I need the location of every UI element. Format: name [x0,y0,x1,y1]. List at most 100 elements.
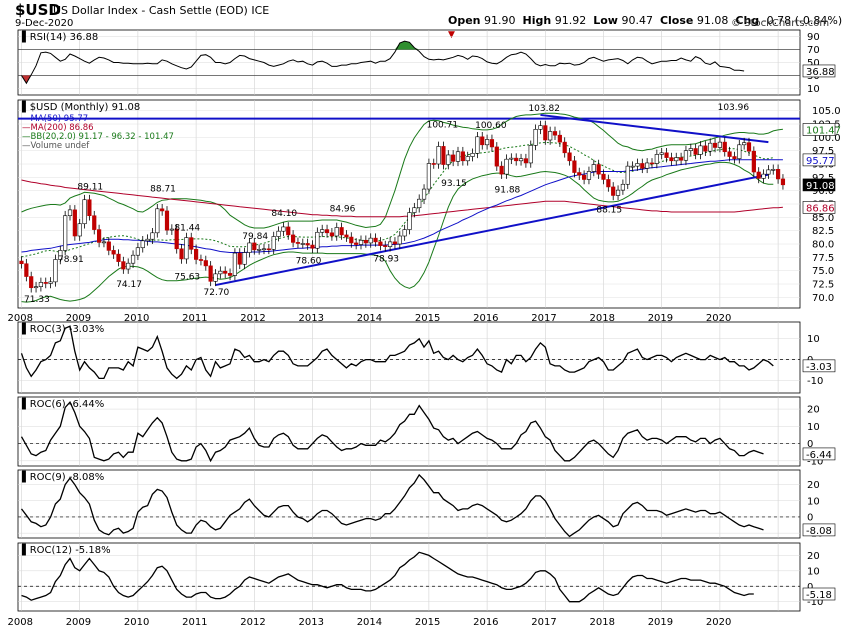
candle-body [518,158,524,162]
open-label: Open [448,14,481,27]
roc6-panel-frame [17,396,801,467]
candle-body [606,179,611,188]
candle-body [674,157,679,162]
candle-body [654,154,659,164]
bb-upper-tag-box [802,123,836,136]
chart-date: 9-Dec-2020 [15,18,74,29]
candle-body [761,173,766,179]
candle-body [441,146,446,165]
candle-body [480,136,485,146]
candle-body [77,223,82,237]
candle-body [67,209,73,217]
ohlc-summary: Open 91.90 High 91.92 Low 90.47 Close 91… [448,14,850,40]
candle-body [169,228,174,231]
candle-body [499,165,504,175]
candle-body [509,157,514,160]
candle-body [412,207,417,213]
candle-body [33,286,39,289]
price-x-tick-label: 2015 [415,313,440,324]
candle-body [111,250,116,255]
bottom-x-tick-label: 2020 [706,617,731,628]
candle-body [208,265,213,282]
candle-body [101,241,107,244]
close-label: Close [659,14,694,27]
candle-body [334,227,339,237]
candle-body [489,139,495,148]
price-annotation: 78.60 [296,256,322,266]
candle-body [630,165,635,168]
candle-body [300,243,305,245]
candle-body [179,248,184,260]
close-tag-box [802,178,836,192]
roc9-last-tag-box [802,523,836,537]
candle-body [232,252,238,276]
bottom-x-tick-label: 2009 [66,617,91,628]
price-annotation: 72.70 [204,288,230,298]
ma50-line [21,159,783,253]
trendline [540,113,769,144]
candle-body [290,234,296,243]
price-x-tick-label: 2016 [473,313,498,324]
price-y-tick-label: 105.0 [812,106,841,117]
roc3-y-tick-label: -10 [807,376,823,387]
legend-item: —MA(200) 86.86 [22,123,94,133]
candle-body [203,260,208,267]
symbol-title: $USD [15,1,61,19]
candle-body [266,248,271,251]
price-annotation: 75.63 [174,272,200,282]
rsi-y-tick-label: 50 [807,58,820,69]
candle-body [465,156,470,162]
candle-body [213,273,218,282]
candle-body [324,229,330,234]
ma50-tag: 95.77 [806,156,835,167]
legend-item: —MA(50) 95.77 [22,114,88,124]
candle-body [247,242,252,253]
legend-item: —Volume undef [22,141,90,151]
ma200-tag: 86.86 [806,203,835,214]
close-tag: 91.08 [806,181,835,192]
candle-body [407,212,412,230]
candle-body [402,229,407,237]
candle-body [29,276,34,289]
candle-body [198,259,204,261]
bb-lower-line [21,161,774,303]
candle-body [397,235,402,245]
price-x-tick-label: 2012 [240,313,265,324]
candle-body [72,209,77,237]
candle-body [227,273,233,276]
candle-body [53,259,58,283]
candle-body [145,238,150,242]
candle-body [189,237,194,250]
chg-value: -0.78 (-0.84%) [762,14,843,27]
bottom-x-tick-label: 2011 [182,617,207,628]
candle-body [712,142,718,148]
price-y-tick-label: 80.0 [812,240,834,251]
candle-body [184,237,189,260]
bb-middle-line [21,141,774,258]
candle-body [305,243,310,246]
bottom-x-tick-label: 2013 [299,617,324,628]
candle-body [344,234,349,238]
candle-body [135,247,141,256]
candle-body [591,164,596,172]
price-annotation: 78.93 [373,255,399,265]
candle-body [455,151,461,162]
candle-body [242,252,247,265]
candle-body [451,154,456,162]
candle-body [611,186,616,196]
candle-body [349,236,354,244]
candle-body [548,131,553,141]
candle-body [310,244,315,249]
roc6-y-tick-label: 10 [807,422,820,433]
candle-body [649,162,655,165]
close-value: 91.08 [696,14,729,27]
candle-body [271,236,276,250]
candle-body [174,228,179,250]
price-annotation: 100.60 [475,121,507,131]
price-x-tick-label: 2020 [706,313,731,324]
trendline [215,173,769,287]
price-annotation: 79.84 [242,232,268,242]
candle-body [126,262,131,270]
